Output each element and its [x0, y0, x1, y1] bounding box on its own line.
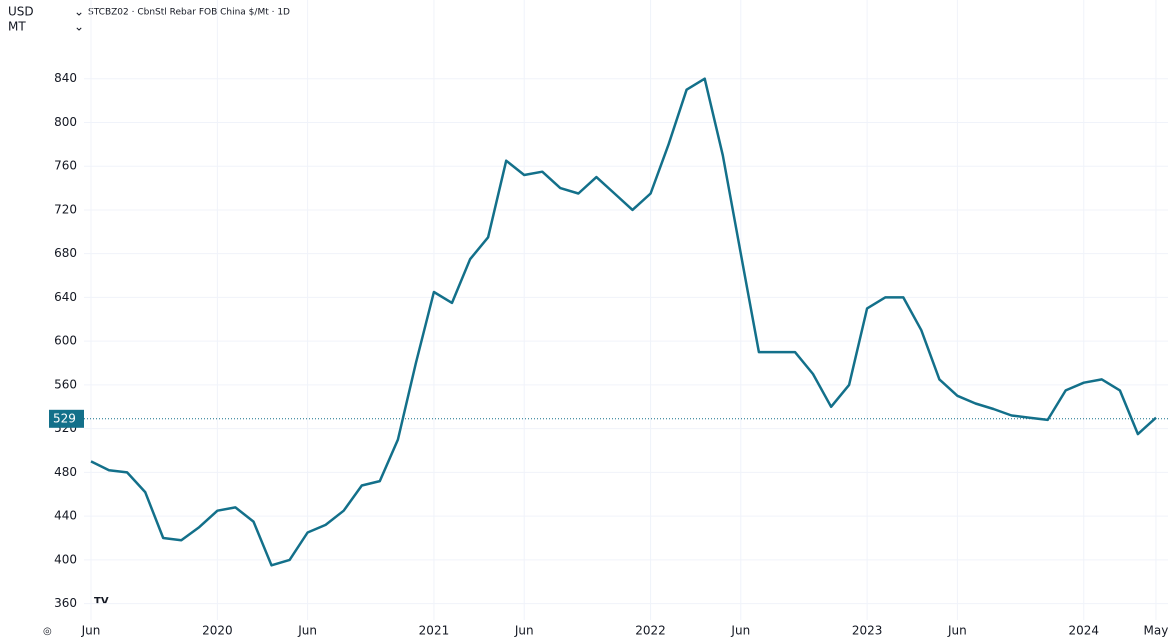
y-tick-label: 480 — [54, 465, 77, 479]
last-value-box — [49, 409, 84, 428]
x-tick-label: 2024 — [1068, 624, 1099, 637]
y-tick-label: 760 — [54, 159, 77, 173]
y-tick-label: 360 — [54, 596, 77, 610]
y-tick-label: 800 — [54, 115, 77, 129]
last-value-label: 529 — [53, 411, 76, 425]
tv-logo: TV — [94, 596, 109, 607]
price-line — [90, 77, 1157, 567]
y-tick-label: 680 — [54, 246, 77, 260]
y-tick-label: 440 — [54, 509, 77, 523]
x-tick-label: Jun — [947, 624, 967, 637]
x-tick-label: 2023 — [852, 624, 883, 637]
x-tick-label: Jun — [297, 624, 317, 637]
x-tick-label: 2022 — [635, 624, 666, 637]
y-tick-label: 640 — [54, 290, 77, 304]
x-tick-label: May — [1144, 624, 1168, 637]
dropdown-arrow: ⌄ — [74, 5, 84, 19]
dropdown-arrow: ⌄ — [74, 20, 84, 34]
x-tick-label: Jun — [81, 624, 101, 637]
x-tick-label: 2020 — [202, 624, 233, 637]
chart-title: STCBZ02 · CbnStl Rebar FOB China $/Mt · … — [88, 8, 290, 18]
y-tick-label: 400 — [54, 552, 77, 566]
x-tick-label: Jun — [514, 624, 534, 637]
x-tick-label: 2021 — [419, 624, 450, 637]
x-tick-label: Jun — [730, 624, 750, 637]
unit[interactable]: MT — [8, 20, 26, 34]
svg-text:TV: TV — [94, 596, 109, 607]
y-tick-label: 560 — [54, 377, 77, 391]
settings-icon[interactable]: ◎ — [43, 626, 52, 637]
y-tick-label: 840 — [54, 71, 77, 85]
grid — [84, 0, 1168, 620]
y-tick-label: 600 — [54, 334, 77, 348]
y-tick-label: 720 — [54, 202, 77, 216]
currency[interactable]: USD — [8, 5, 34, 19]
